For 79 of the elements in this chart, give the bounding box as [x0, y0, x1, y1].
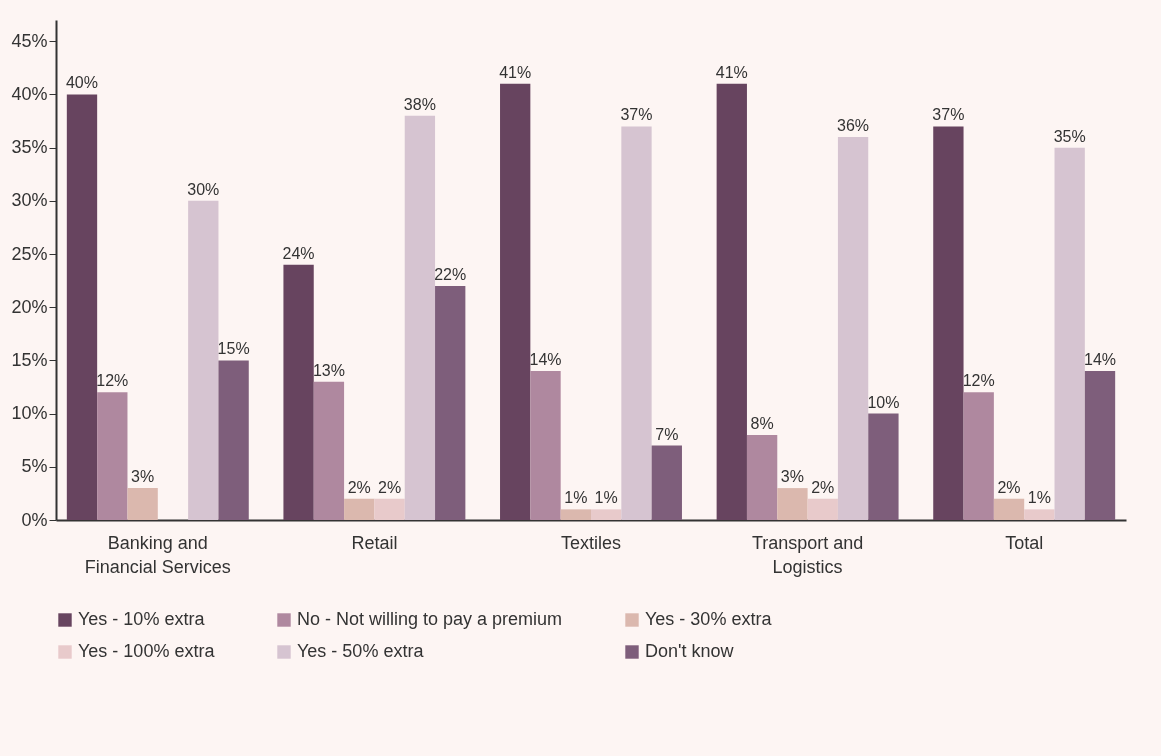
data-label: 15%: [217, 340, 250, 358]
legend-label: Don't know: [645, 641, 735, 661]
data-label: 35%: [1053, 127, 1086, 145]
bar: [374, 498, 405, 520]
bar: [404, 115, 436, 520]
bar: [651, 445, 682, 520]
bar: [500, 83, 531, 520]
y-tick-label: 35%: [11, 137, 48, 158]
bar: [933, 126, 964, 520]
data-label: 12%: [962, 372, 995, 390]
data-label: 1%: [594, 489, 618, 507]
x-tick-label: Textiles: [560, 532, 622, 553]
bar: [530, 371, 561, 520]
bar: [313, 381, 345, 520]
bar: [188, 200, 219, 520]
bar: [1024, 509, 1055, 520]
data-label: 41%: [715, 63, 748, 81]
bar: [283, 264, 314, 520]
x-tick-label: Retail: [351, 532, 398, 553]
data-label: 10%: [867, 393, 900, 411]
y-tick-label: 25%: [11, 243, 48, 264]
data-label: 37%: [932, 106, 965, 124]
data-label: 3%: [780, 468, 804, 486]
y-tick-label: 5%: [21, 456, 48, 477]
data-label: 41%: [499, 63, 532, 81]
bar: [716, 83, 747, 520]
data-label: 1%: [1027, 489, 1051, 507]
y-tick-label: 15%: [11, 349, 48, 370]
bar: [868, 413, 899, 520]
y-tick-label: 30%: [11, 190, 48, 211]
y-tick-label: 0%: [21, 509, 48, 530]
legend-label: Yes - 100% extra: [78, 641, 216, 661]
data-label: 8%: [750, 414, 774, 432]
bar: [1054, 147, 1085, 520]
data-label: 2%: [347, 478, 371, 496]
bar: [807, 498, 838, 520]
bar: [97, 392, 128, 520]
x-tick-label: Total: [1005, 532, 1044, 553]
data-label: 2%: [811, 478, 835, 496]
data-label: 2%: [378, 478, 402, 496]
legend-label: Yes - 30% extra: [645, 609, 773, 629]
legend-label: No - Not willing to pay a premium: [297, 609, 563, 629]
bar: [777, 488, 808, 520]
data-label: 3%: [131, 468, 155, 486]
data-label: 2%: [997, 478, 1021, 496]
bar: [560, 509, 591, 520]
bar: [435, 285, 466, 520]
data-label: 40%: [65, 74, 99, 92]
bar: [591, 509, 622, 520]
data-label: 38%: [403, 95, 436, 113]
data-label: 12%: [96, 372, 129, 390]
data-label: 24%: [282, 244, 315, 262]
bar: [344, 498, 375, 520]
x-tick-label: Transport and Logistics: [751, 532, 864, 577]
bar: [218, 360, 249, 520]
legend-label: Yes - 10% extra: [78, 609, 206, 629]
data-label: 22%: [434, 265, 467, 283]
data-label: 30%: [187, 180, 220, 198]
bar: [746, 434, 778, 520]
data-label: 1%: [564, 489, 588, 507]
bar: [963, 392, 994, 520]
data-label: 13%: [312, 361, 345, 379]
y-tick-label: 20%: [11, 296, 48, 317]
bar: [837, 137, 869, 520]
data-label: 36%: [837, 117, 870, 135]
y-tick-label: 40%: [11, 83, 48, 104]
bar: [993, 498, 1025, 520]
bar: [621, 126, 652, 520]
bar: [127, 488, 158, 520]
data-label: 37%: [620, 106, 653, 124]
bar: [1084, 371, 1116, 520]
y-tick-label: 10%: [11, 403, 48, 424]
data-label: 14%: [529, 351, 562, 369]
data-label: 14%: [1083, 351, 1117, 369]
y-tick-label: 45%: [11, 30, 48, 51]
legend-label: Yes - 50% extra: [297, 641, 425, 661]
bar: [66, 94, 98, 520]
x-tick-label: Banking and Financial Services: [84, 532, 231, 577]
data-label: 7%: [655, 425, 679, 443]
